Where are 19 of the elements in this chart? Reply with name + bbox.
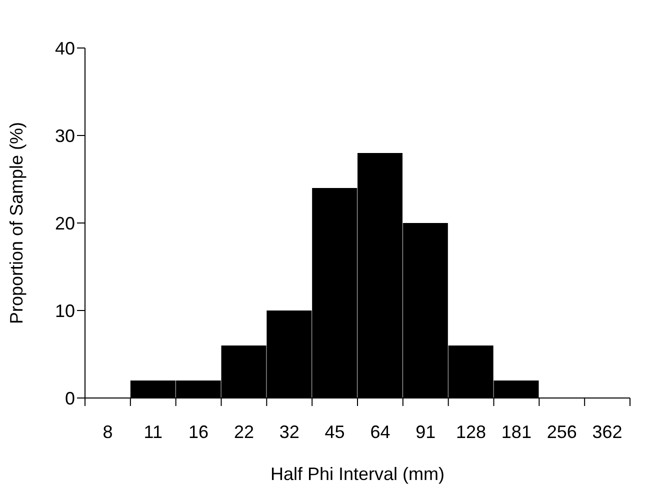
x-tick-label: 32: [279, 422, 300, 442]
x-tick-label: 16: [188, 422, 209, 442]
y-tick-label: 10: [54, 300, 75, 321]
x-tick-label: 256: [546, 422, 577, 442]
x-tick-label: 11: [144, 422, 162, 442]
x-axis-title: Half Phi Interval (mm): [270, 464, 445, 484]
x-tick-label: 128: [456, 422, 486, 442]
x-tick-label: 64: [370, 422, 390, 442]
y-tick-label: 30: [54, 126, 75, 146]
x-tick-label: 45: [324, 422, 345, 442]
x-tick-label: 91: [416, 422, 436, 442]
y-tick-label: 40: [54, 38, 75, 58]
y-axis-title: Proportion of Sample (%): [6, 122, 26, 324]
x-tick-label: 22: [234, 422, 254, 442]
x-tick-label: 8: [102, 422, 113, 442]
y-tick-label: 20: [54, 213, 75, 234]
x-tick-label: 362: [592, 422, 622, 442]
x-tick-label: 181: [501, 422, 532, 442]
y-tick-label: 0: [64, 388, 75, 408]
